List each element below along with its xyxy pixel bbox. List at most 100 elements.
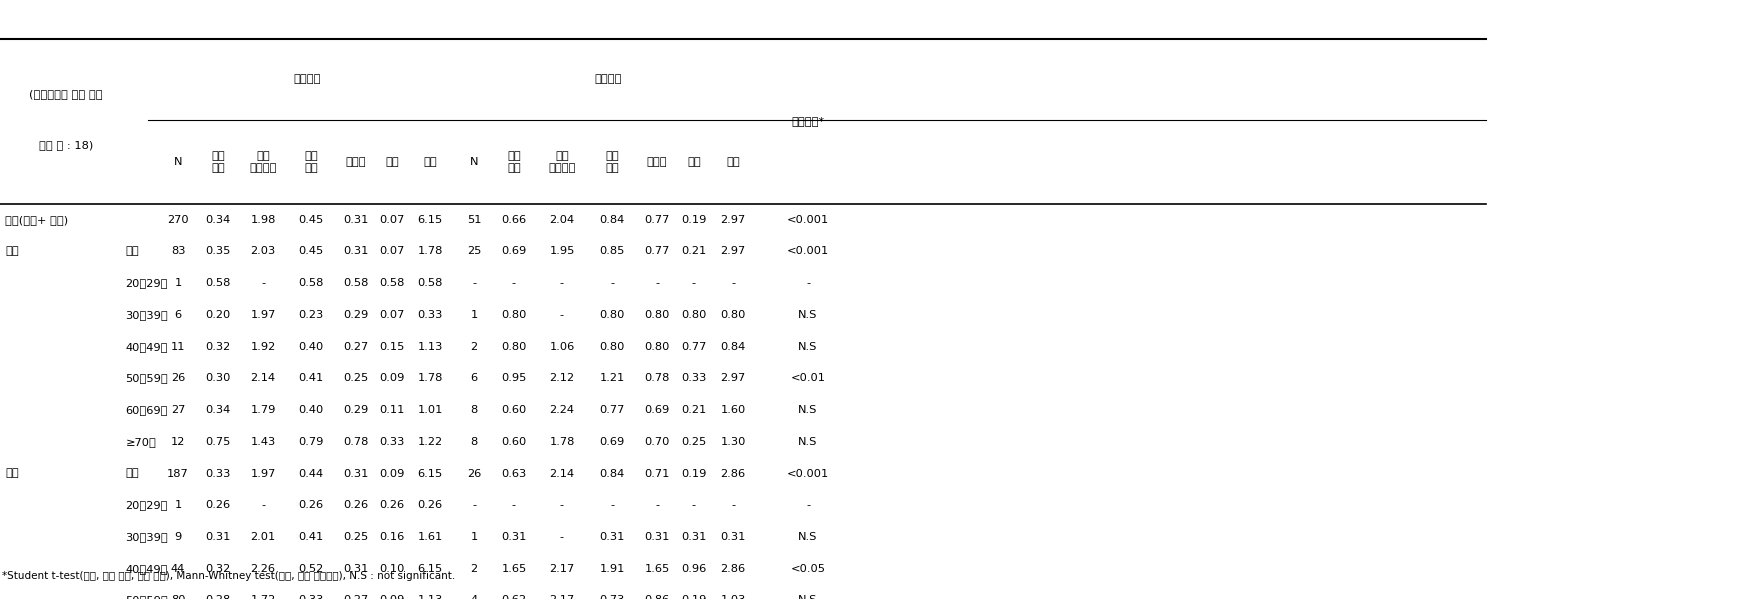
Text: 2.24: 2.24 <box>549 405 574 415</box>
Text: 0.33: 0.33 <box>417 310 443 320</box>
Text: 0.45: 0.45 <box>298 214 324 225</box>
Text: -: - <box>473 500 476 510</box>
Text: 0.20: 0.20 <box>206 310 230 320</box>
Text: -: - <box>560 500 563 510</box>
Text: 1: 1 <box>471 532 478 542</box>
Text: 중위수: 중위수 <box>647 157 668 167</box>
Text: 0.80: 0.80 <box>600 341 624 352</box>
Text: 0.40: 0.40 <box>298 341 324 352</box>
Text: -: - <box>560 310 563 320</box>
Text: -: - <box>560 278 563 288</box>
Text: 0.29: 0.29 <box>344 405 368 415</box>
Text: 11: 11 <box>171 341 185 352</box>
Text: 0.77: 0.77 <box>644 214 670 225</box>
Text: 2: 2 <box>471 341 478 352</box>
Text: 0.33: 0.33 <box>206 468 230 479</box>
Text: 40〜49세: 40〜49세 <box>126 341 167 352</box>
Text: 1: 1 <box>471 310 478 320</box>
Text: 1: 1 <box>174 278 181 288</box>
Text: 기하
평균: 기하 평균 <box>508 151 521 173</box>
Text: 0.09: 0.09 <box>378 468 405 479</box>
Text: 0.96: 0.96 <box>682 564 706 574</box>
Text: 0.10: 0.10 <box>378 564 405 574</box>
Text: 0.80: 0.80 <box>600 310 624 320</box>
Text: 0.21: 0.21 <box>682 405 706 415</box>
Text: 노출지역: 노출지역 <box>293 74 321 84</box>
Text: 1.97: 1.97 <box>251 468 276 479</box>
Text: 2.17: 2.17 <box>549 595 574 599</box>
Text: 0.19: 0.19 <box>682 595 706 599</box>
Text: 0.58: 0.58 <box>378 278 405 288</box>
Text: 유의수준*: 유의수준* <box>792 116 825 126</box>
Text: 0.33: 0.33 <box>682 373 706 383</box>
Text: 0.31: 0.31 <box>344 214 368 225</box>
Text: 1.97: 1.97 <box>251 310 276 320</box>
Text: 0.31: 0.31 <box>600 532 624 542</box>
Text: 0.70: 0.70 <box>644 437 670 447</box>
Text: 0.26: 0.26 <box>344 500 368 510</box>
Text: 0.31: 0.31 <box>344 564 368 574</box>
Text: 0.11: 0.11 <box>378 405 405 415</box>
Text: 0.75: 0.75 <box>206 437 230 447</box>
Text: -: - <box>692 500 696 510</box>
Text: 0.32: 0.32 <box>206 564 230 574</box>
Text: 8: 8 <box>471 437 478 447</box>
Text: 0.26: 0.26 <box>206 500 230 510</box>
Text: 0.19: 0.19 <box>682 468 706 479</box>
Text: 0.85: 0.85 <box>600 246 624 256</box>
Text: 1: 1 <box>174 500 181 510</box>
Text: -: - <box>692 278 696 288</box>
Text: 40〜49세: 40〜49세 <box>126 564 167 574</box>
Text: 27: 27 <box>171 405 185 415</box>
Text: 0.25: 0.25 <box>344 532 368 542</box>
Text: 0.31: 0.31 <box>644 532 670 542</box>
Text: 0.80: 0.80 <box>501 341 527 352</box>
Text: 0.73: 0.73 <box>600 595 624 599</box>
Text: 50〜59세: 50〜59세 <box>126 373 169 383</box>
Text: 2.97: 2.97 <box>720 214 746 225</box>
Text: 0.16: 0.16 <box>380 532 405 542</box>
Text: 0.80: 0.80 <box>644 310 670 320</box>
Text: <0.01: <0.01 <box>790 373 825 383</box>
Text: *Student t-test(전체, 남자 전체, 여자 전체), Mann-Whitney test(남자, 여자 연령군별), N.S : not sig: *Student t-test(전체, 남자 전체, 여자 전체), Mann-… <box>2 571 455 581</box>
Text: 1.06: 1.06 <box>549 341 574 352</box>
Text: 1.91: 1.91 <box>600 564 624 574</box>
Text: 26: 26 <box>467 468 481 479</box>
Text: 1.72: 1.72 <box>251 595 276 599</box>
Text: 2.26: 2.26 <box>251 564 276 574</box>
Text: 최소: 최소 <box>687 157 701 167</box>
Text: 0.80: 0.80 <box>720 310 746 320</box>
Text: 83: 83 <box>171 246 185 256</box>
Text: 0.77: 0.77 <box>644 246 670 256</box>
Text: 0.41: 0.41 <box>298 373 324 383</box>
Text: 80: 80 <box>171 595 185 599</box>
Text: ≥70세: ≥70세 <box>126 437 157 447</box>
Text: 1.95: 1.95 <box>549 246 576 256</box>
Text: 2.03: 2.03 <box>251 246 276 256</box>
Text: 최소: 최소 <box>385 157 399 167</box>
Text: 50〜59세: 50〜59세 <box>126 595 169 599</box>
Text: 0.26: 0.26 <box>417 500 443 510</box>
Text: 2.12: 2.12 <box>549 373 574 383</box>
Text: 0.62: 0.62 <box>502 595 527 599</box>
Text: 예외 수 : 18): 예외 수 : 18) <box>38 140 94 150</box>
Text: 0.15: 0.15 <box>378 341 405 352</box>
Text: 44: 44 <box>171 564 185 574</box>
Text: 0.34: 0.34 <box>206 405 230 415</box>
Text: 0.25: 0.25 <box>344 373 368 383</box>
Text: 0.26: 0.26 <box>380 500 405 510</box>
Text: 중위수: 중위수 <box>345 157 366 167</box>
Text: 0.28: 0.28 <box>206 595 230 599</box>
Text: N.S: N.S <box>799 405 818 415</box>
Text: 0.77: 0.77 <box>682 341 706 352</box>
Text: 8: 8 <box>471 405 478 415</box>
Text: -: - <box>610 278 614 288</box>
Text: 0.60: 0.60 <box>501 405 527 415</box>
Text: 187: 187 <box>167 468 188 479</box>
Text: <0.05: <0.05 <box>790 564 825 574</box>
Text: 0.71: 0.71 <box>644 468 670 479</box>
Text: -: - <box>656 500 659 510</box>
Text: 0.31: 0.31 <box>682 532 706 542</box>
Text: 0.58: 0.58 <box>417 278 443 288</box>
Text: 2.97: 2.97 <box>720 373 746 383</box>
